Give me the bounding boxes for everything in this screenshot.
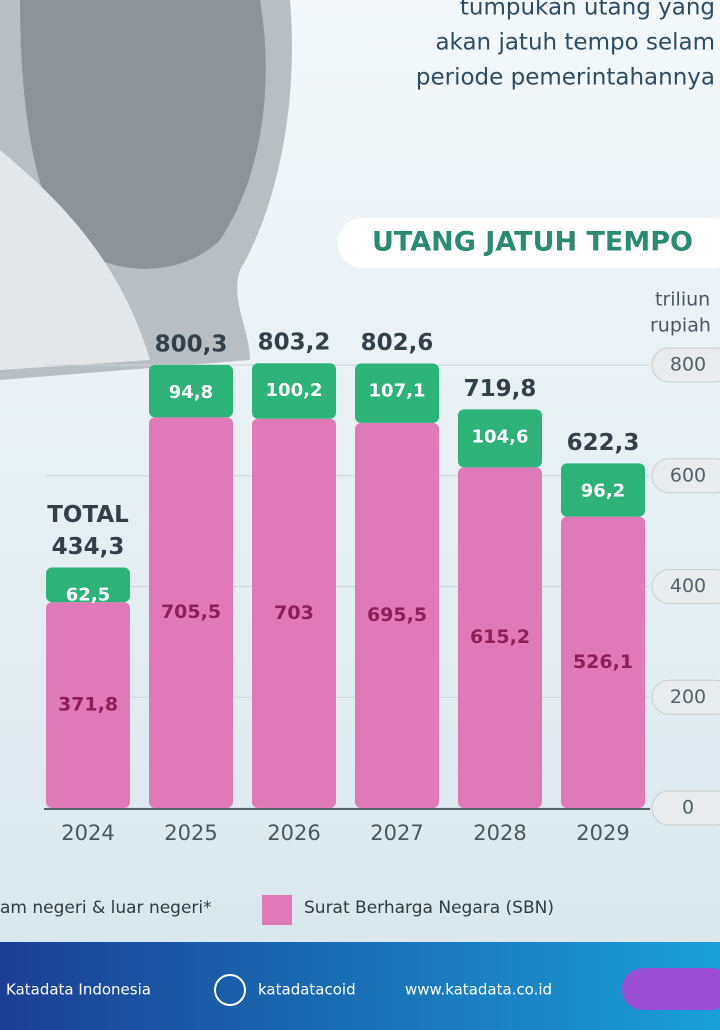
total-label: 800,3: [155, 331, 228, 357]
instagram-icon: [214, 974, 246, 1006]
bar-value-label: 615,2: [470, 626, 530, 648]
chart-title: UTANG JATUH TEMPO: [372, 227, 693, 258]
bar-value-label: 526,1: [573, 651, 633, 673]
x-tick-label: 2025: [164, 821, 217, 845]
y-tick-pill: [651, 347, 720, 383]
bar-value-label: 96,2: [581, 480, 625, 501]
bar-segment: [149, 417, 233, 808]
legend-label: am negeri & luar negeri*: [0, 898, 212, 918]
y-tick-pill: [651, 458, 720, 494]
footer-social: katadatacoid: [258, 981, 356, 999]
total-caption: TOTAL: [47, 502, 129, 528]
header-line: periode pemerintahannya: [416, 65, 715, 91]
total-label: 434,3: [52, 534, 125, 560]
bar-value-label: 371,8: [58, 694, 118, 716]
bar-segment: [458, 467, 542, 808]
bar-value-label: 104,6: [472, 426, 529, 447]
footer-url: www.katadata.co.id: [405, 981, 552, 999]
title-pill: [338, 218, 720, 268]
bar-segment: [46, 567, 130, 603]
y-axis-label: triliun: [655, 289, 710, 311]
bar-segment: [561, 463, 645, 517]
bar-value-label: 705,5: [161, 601, 221, 623]
y-tick-label: 200: [670, 686, 706, 708]
bar-value-label: 703: [274, 602, 314, 624]
y-axis-label: rupiah: [650, 315, 711, 337]
footer-brand: Katadata Indonesia: [6, 981, 151, 999]
header-line: akan jatuh tempo selam: [435, 30, 715, 56]
bar-segment: [561, 516, 645, 808]
license-badge: [622, 968, 720, 1010]
bar-segment: [355, 422, 439, 808]
bar-value-label: 94,8: [169, 382, 213, 403]
total-label: 803,2: [258, 330, 331, 356]
bar-segment: [355, 363, 439, 423]
bar-segment: [252, 363, 336, 419]
x-tick-label: 2024: [61, 821, 114, 845]
total-label: 719,8: [464, 376, 537, 402]
bar-value-label: 62,5: [66, 585, 110, 606]
bar-segment: [46, 602, 130, 808]
total-label: 622,3: [567, 430, 640, 456]
bar-segment: [149, 364, 233, 418]
legend-label: Surat Berharga Negara (SBN): [304, 898, 554, 918]
y-tick-pill: [651, 679, 720, 715]
portrait: [0, 0, 292, 380]
bar-value-label: 100,2: [266, 380, 323, 401]
y-tick-label: 400: [670, 575, 706, 597]
x-tick-label: 2026: [267, 821, 320, 845]
total-label: 802,6: [361, 330, 434, 356]
bar-segment: [252, 418, 336, 808]
header-line: tumpukan utang yang: [460, 0, 715, 21]
bar-segment: [458, 409, 542, 468]
y-tick-label: 800: [670, 354, 706, 376]
x-tick-label: 2029: [576, 821, 629, 845]
footer: [0, 942, 720, 1030]
y-tick-label: 600: [670, 464, 706, 486]
bar-value-label: 695,5: [367, 604, 427, 626]
y-tick-label: 0: [682, 797, 694, 819]
y-tick-pill: [651, 569, 720, 604]
bar-value-label: 107,1: [369, 381, 426, 402]
legend-swatch: [262, 895, 292, 925]
y-tick-pill: [651, 790, 720, 826]
x-tick-label: 2028: [473, 821, 526, 845]
x-tick-label: 2027: [370, 821, 423, 845]
